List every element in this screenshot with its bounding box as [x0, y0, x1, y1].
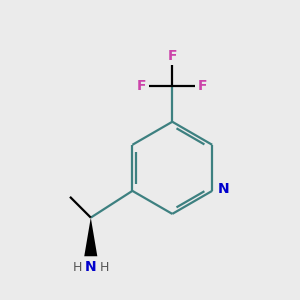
Text: H: H	[100, 261, 109, 274]
Text: N: N	[218, 182, 229, 197]
Text: H: H	[73, 261, 82, 274]
Text: N: N	[85, 260, 97, 274]
Text: F: F	[198, 79, 208, 93]
Text: F: F	[137, 79, 146, 93]
Text: F: F	[167, 49, 177, 63]
Polygon shape	[84, 218, 97, 256]
